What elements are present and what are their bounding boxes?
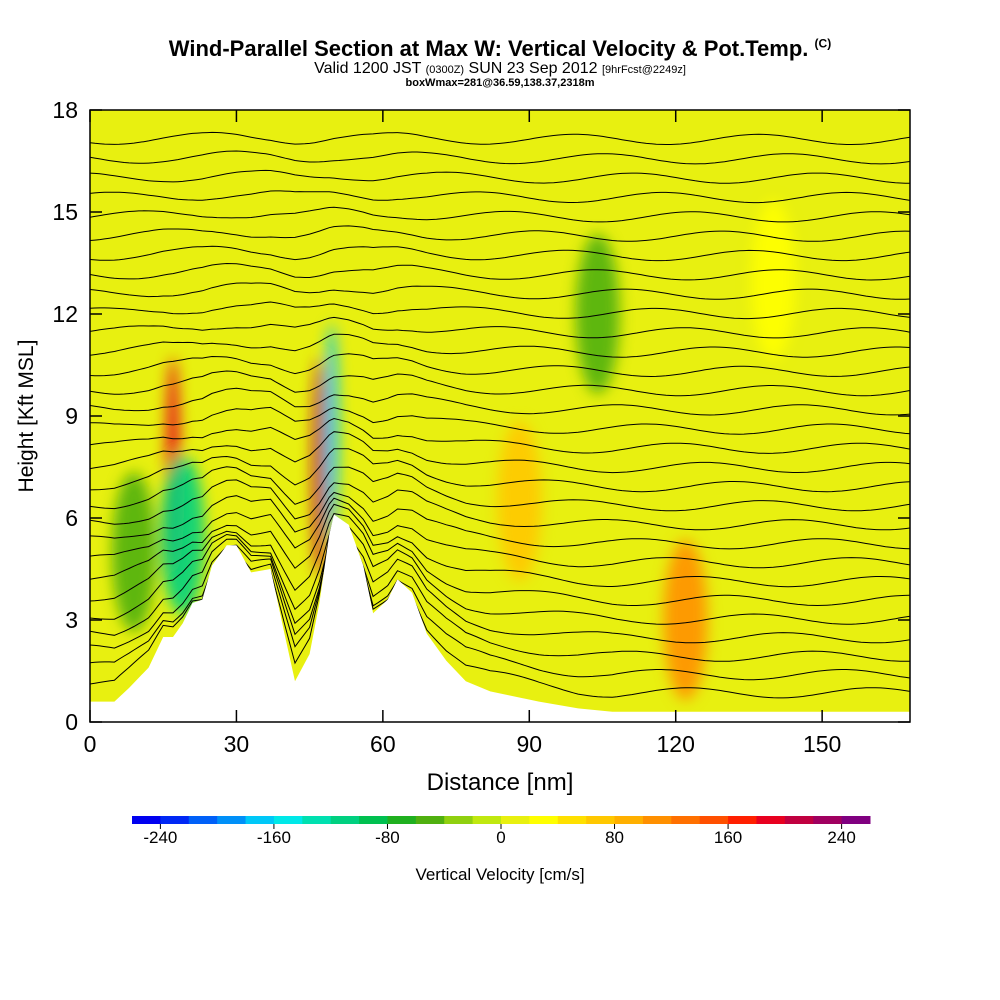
- colorbar-swatch: [245, 816, 275, 824]
- x-tick-label: 30: [224, 731, 250, 757]
- plot-area: [90, 110, 910, 722]
- colorbar-tick-label: -80: [375, 828, 400, 847]
- colorbar-swatch: [359, 816, 388, 824]
- isentrope-line: [90, 150, 910, 165]
- colorbar-tick-label: 240: [827, 828, 855, 847]
- velocity-cell: [111, 472, 156, 632]
- colorbar: -240 -160 -80 0 80 160 240 Vertical Velocity [c…: [132, 816, 871, 884]
- colorbar-swatch: [529, 816, 559, 824]
- chart-title-text: Wind-Parallel Section at Max W: Vertical…: [168, 36, 809, 61]
- colorbar-swatch: [501, 816, 530, 824]
- valid-time-jst: Valid 1200 JST: [314, 60, 422, 77]
- isentrope-line: [90, 131, 910, 145]
- colorbar-swatch: [756, 816, 786, 824]
- y-tick-label: 9: [65, 403, 78, 429]
- isentrope-line: [90, 387, 910, 416]
- isentrope-line: [90, 448, 910, 493]
- y-axis-label: Height [Kft MSL]: [15, 340, 38, 493]
- colorbar-tick-label: -240: [143, 828, 177, 847]
- velocity-cell: [160, 455, 205, 615]
- colorbar-swatch: [217, 816, 247, 824]
- isentrope-line: [90, 282, 910, 300]
- colorbar-tick-label: 80: [605, 828, 624, 847]
- isentrope-line: [90, 190, 910, 204]
- forecast-info: [9hrFcst@2249z]: [601, 64, 686, 76]
- colorbar-swatch: [784, 816, 814, 824]
- valid-time-utc: (0300Z): [425, 64, 465, 76]
- chart-title: Wind-Parallel Section at Max W: Vertical…: [0, 36, 1000, 62]
- axes: 0 30 60 90 120 150 0 3 6 9 12 15 18 Distance [nm] Heig…: [15, 97, 911, 796]
- colorbar-swatch: [387, 816, 417, 824]
- copyright-mark: (C): [814, 36, 832, 51]
- terrain: [90, 514, 910, 722]
- isentrope-line: [90, 333, 910, 358]
- colorbar-swatch: [472, 816, 502, 824]
- box-wmax-info: boxWmax=281@36.59,138.37,2318m: [405, 77, 595, 89]
- colorbar-tick-label: 160: [714, 828, 742, 847]
- colorbar-swatch: [671, 816, 701, 824]
- colorbar-swatch: [444, 816, 474, 824]
- isentrope-line: [90, 206, 910, 223]
- colorbar-swatch: [273, 816, 303, 824]
- isentrope-line: [90, 353, 910, 378]
- colorbar-swatch: [188, 816, 218, 824]
- isentrope-line: [90, 417, 910, 454]
- isentrope-line: [90, 245, 910, 262]
- valid-time: Valid 1200 JST (0300Z) SUN 23 Sep 2012 […: [0, 60, 1000, 78]
- y-tick-label: 3: [65, 607, 78, 633]
- isentrope-line: [90, 262, 910, 281]
- isentrope-line: [90, 491, 910, 550]
- x-tick-label: 0: [84, 731, 97, 757]
- y-tick-label: 18: [52, 97, 78, 123]
- isentrope-line: [90, 316, 910, 339]
- colorbar-swatch: [642, 816, 672, 824]
- colorbar-swatch: [699, 816, 729, 824]
- isentrope-line: [90, 169, 910, 184]
- y-tick-label: 6: [65, 505, 78, 531]
- velocity-features: [111, 200, 796, 700]
- isentrope-line: [90, 406, 910, 435]
- x-axis-label: Distance [nm]: [427, 769, 574, 796]
- colorbar-label: Vertical Velocity [cm/s]: [415, 865, 584, 884]
- colorbar-swatch: [557, 816, 587, 824]
- colorbar-swatch: [841, 816, 871, 824]
- colorbar-swatch: [160, 816, 190, 824]
- isentrope-line: [90, 513, 910, 607]
- isentrope-line: [90, 370, 910, 397]
- colorbar-swatch: [415, 816, 445, 824]
- isentropes: [90, 131, 910, 699]
- velocity-cell: [751, 200, 796, 360]
- isentrope-line: [90, 301, 910, 320]
- colorbar-swatch: [330, 816, 360, 824]
- isentrope-line: [90, 479, 910, 531]
- isentrope-line: [90, 431, 910, 474]
- valid-date: SUN 23 Sep 2012: [468, 60, 598, 77]
- x-tick-label: 90: [516, 731, 542, 757]
- colorbar-swatch: [302, 816, 332, 824]
- y-tick-label: 12: [52, 301, 78, 327]
- y-tick-label: 15: [52, 199, 78, 225]
- isentrope-line: [90, 225, 910, 242]
- colorbar-swatch: [728, 816, 757, 824]
- colorbar-swatch: [813, 816, 843, 824]
- isentrope-line: [90, 497, 910, 569]
- x-tick-label: 150: [803, 731, 841, 757]
- isentrope-line: [90, 503, 910, 588]
- isentrope-line: [90, 466, 910, 512]
- x-tick-label: 120: [657, 731, 695, 757]
- colorbar-swatch: [132, 816, 161, 824]
- isentrope-line: [90, 531, 910, 644]
- colorbar-tick-label: -160: [257, 828, 291, 847]
- isentrope-line: [90, 523, 910, 625]
- colorbar-tick-label: 0: [496, 828, 505, 847]
- colorbar-swatch: [586, 816, 616, 824]
- x-tick-label: 60: [370, 731, 396, 757]
- y-tick-label: 0: [65, 709, 78, 735]
- colorbar-swatch: [614, 816, 644, 824]
